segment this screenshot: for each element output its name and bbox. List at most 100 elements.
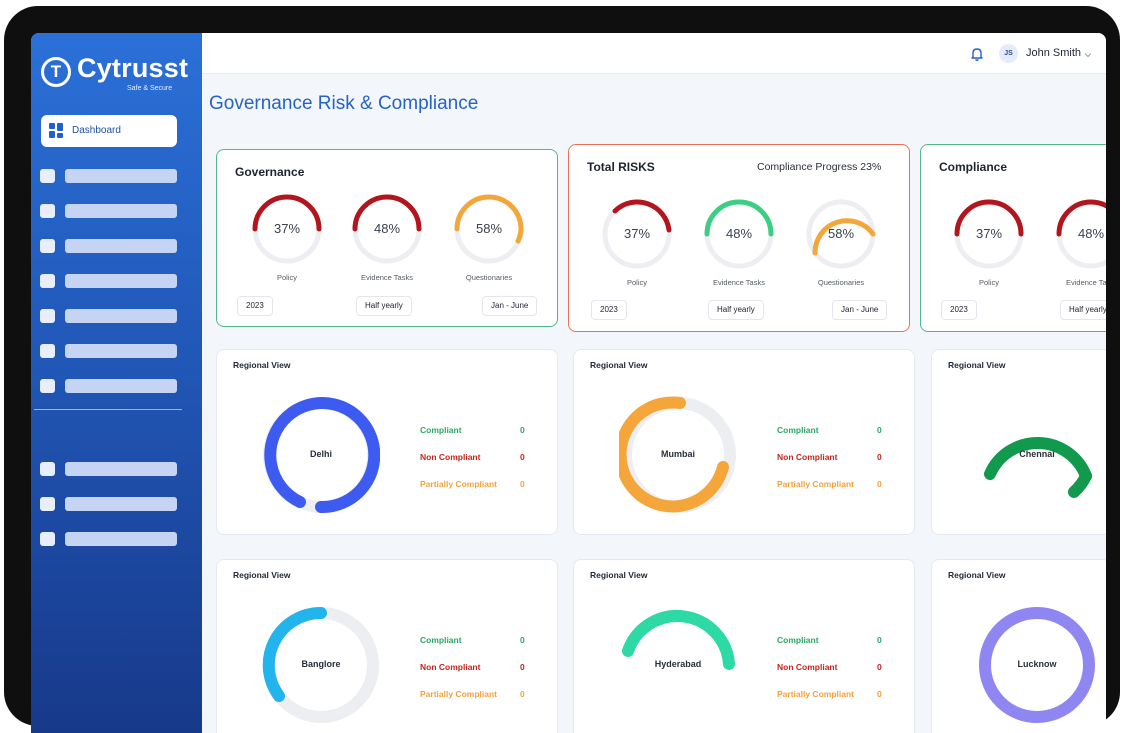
gauge-value: 37% [273, 221, 301, 236]
regional-card-chennai: Regional View Chennai [931, 349, 1106, 535]
donut-ring [263, 397, 380, 514]
gauge-value: 58% [827, 226, 855, 241]
gauge-value: 37% [975, 226, 1003, 241]
non-compliant-count: 0 [520, 452, 525, 462]
regional-card-delhi: Regional View Delhi Compliant 0 Non Compl… [216, 349, 558, 535]
regional-card-hyderabad: Regional View Hyderabad Compliant 0 Non C… [573, 559, 915, 733]
gauge-value: 37% [623, 226, 651, 241]
partial-count: 0 [520, 479, 525, 489]
partial-count: 0 [877, 689, 882, 699]
gauge: 58% [805, 198, 877, 270]
sidebar: Cytrusst Safe & Secure Dashboard [31, 33, 202, 733]
regional-title: Regional View [233, 570, 291, 580]
menu-icon [40, 239, 55, 253]
gauge-ring [704, 199, 774, 269]
sidebar-item-placeholder [65, 309, 177, 323]
sidebar-item[interactable] [40, 461, 178, 477]
gauge-value: 48% [373, 221, 401, 236]
gauge-ring [806, 199, 876, 269]
menu-icon [40, 344, 55, 358]
card-title: Total RISKS [587, 160, 655, 174]
gauge: 37% [953, 198, 1025, 270]
compliant-count: 0 [877, 425, 882, 435]
gauge-label: Policy [978, 278, 999, 287]
sidebar-item[interactable] [40, 168, 178, 184]
sidebar-item[interactable] [40, 203, 178, 219]
year-filter[interactable]: 2023 [591, 300, 627, 320]
regional-title: Regional View [948, 360, 1006, 370]
gauge: 48% [703, 198, 775, 270]
gauge-value: 48% [725, 226, 753, 241]
city-name: Mumbai [660, 449, 695, 459]
sidebar-item[interactable] [40, 378, 178, 394]
brand-tagline: Safe & Secure [127, 85, 173, 92]
avatar[interactable]: JS [999, 44, 1018, 63]
sidebar-item-placeholder [65, 379, 177, 393]
compliant-count: 0 [877, 635, 882, 645]
gauge-label: Questionaries [817, 278, 865, 287]
brand-name: Cytrusst [77, 53, 189, 83]
gauge-value: 48% [1077, 226, 1105, 241]
legend-compliant: Compliant [777, 635, 819, 645]
sidebar-item-dashboard[interactable]: Dashboard [41, 115, 177, 147]
device-frame: Cytrusst Safe & Secure Dashboard JS John… [4, 6, 1120, 733]
gauge-value: 58% [475, 221, 503, 236]
donut-chart: Lucknow [978, 606, 1096, 724]
sidebar-item[interactable] [40, 343, 178, 359]
legend-partial: Partially Compliant [777, 689, 854, 699]
compliance-card: Compliance 37% Policy 48% Evidence Ta 20… [920, 144, 1106, 332]
gauge-label: Evidence Tasks [361, 273, 413, 282]
non-compliant-count: 0 [520, 662, 525, 672]
donut-chart: Chennai [978, 396, 1096, 514]
year-filter[interactable]: 2023 [941, 300, 977, 320]
city-name: Chennai [1019, 449, 1055, 459]
donut-chart: Banglore [262, 606, 380, 724]
period-filter[interactable]: Half yearly [708, 300, 764, 320]
partial-count: 0 [520, 689, 525, 699]
gauge: 37% [251, 193, 323, 265]
bell-icon[interactable] [968, 45, 986, 63]
legend-partial: Partially Compliant [420, 479, 497, 489]
gauge-ring [454, 194, 524, 264]
donut-chart: Mumbai [619, 396, 737, 514]
sidebar-item[interactable] [40, 496, 178, 512]
page-title: Governance Risk & Compliance [209, 93, 479, 114]
user-name[interactable]: John Smith [1026, 47, 1082, 59]
regional-title: Regional View [590, 360, 648, 370]
regional-title: Regional View [948, 570, 1006, 580]
range-filter[interactable]: Jan - June [832, 300, 888, 320]
gauge: 58% [453, 193, 525, 265]
menu-icon [40, 497, 55, 511]
gauge-label: Policy [276, 273, 297, 282]
brand-logo[interactable]: Cytrusst Safe & Secure [41, 53, 191, 95]
regional-title: Regional View [590, 570, 648, 580]
sidebar-item[interactable] [40, 531, 178, 547]
donut-chart: Delhi [262, 396, 380, 514]
year-filter[interactable]: 2023 [237, 296, 273, 316]
regional-card-lucknow: Regional View Lucknow [931, 559, 1106, 733]
gauge-ring [954, 199, 1024, 269]
legend-partial: Partially Compliant [777, 479, 854, 489]
sidebar-item-placeholder [65, 462, 177, 476]
period-filter[interactable]: Half yearly [1060, 300, 1106, 320]
legend-non-compliant: Non Compliant [777, 452, 838, 462]
sidebar-item[interactable] [40, 238, 178, 254]
compliance-progress: Compliance Progress 23% [757, 161, 882, 173]
gauge-ring [352, 194, 422, 264]
logo-icon [41, 57, 71, 87]
regional-title: Regional View [233, 360, 291, 370]
range-filter[interactable]: Jan - June [482, 296, 538, 316]
gauge: 48% [351, 193, 423, 265]
menu-icon [40, 204, 55, 218]
menu-icon [40, 532, 55, 546]
sidebar-item[interactable] [40, 273, 178, 289]
period-filter[interactable]: Half yearly [356, 296, 412, 316]
legend-compliant: Compliant [777, 425, 819, 435]
sidebar-item-placeholder [65, 169, 177, 183]
menu-icon [40, 169, 55, 183]
sidebar-item-placeholder [65, 497, 177, 511]
gauge-label: Evidence Ta [1066, 278, 1106, 287]
chevron-down-icon[interactable] [1083, 47, 1093, 65]
sidebar-item[interactable] [40, 308, 178, 324]
non-compliant-count: 0 [877, 452, 882, 462]
